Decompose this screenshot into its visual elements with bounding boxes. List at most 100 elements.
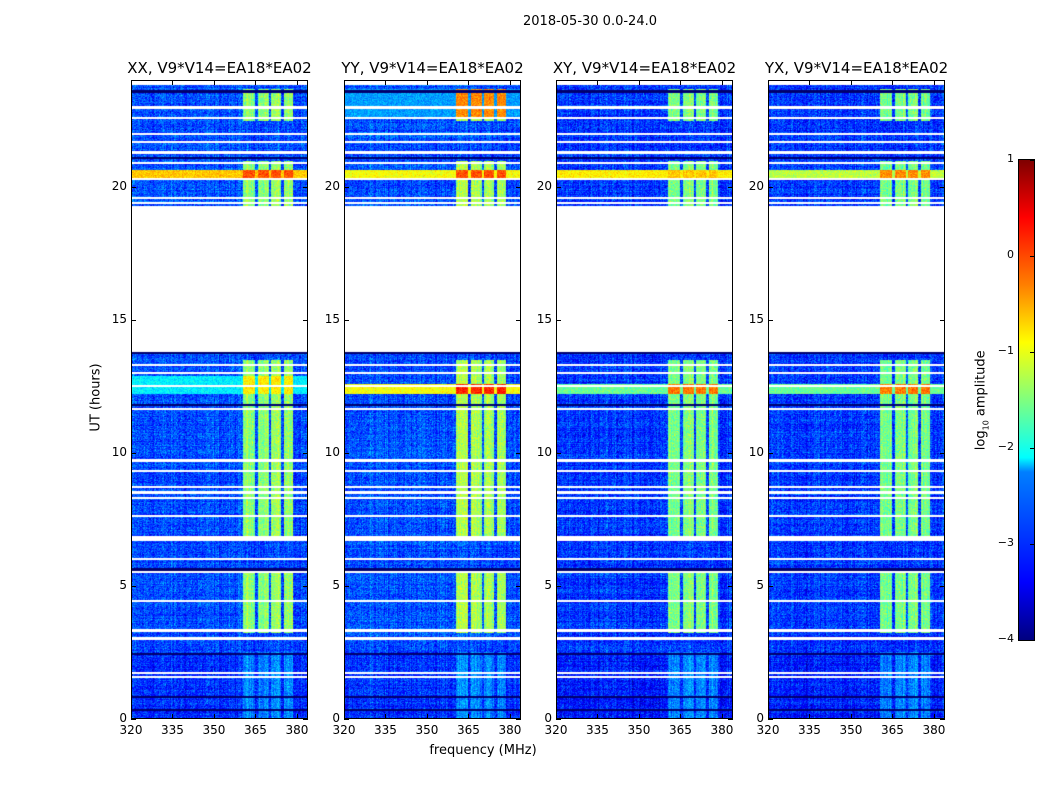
y-tick-mark-right bbox=[940, 452, 945, 454]
x-tick-mark-top bbox=[385, 80, 387, 85]
x-tick-mark bbox=[344, 714, 345, 719]
panel-title: XX, V9*V14=EA18*EA02 bbox=[127, 59, 312, 77]
y-tick-label: 5 bbox=[119, 577, 127, 592]
x-tick-label: 320 bbox=[119, 723, 143, 737]
y-tick-label: 20 bbox=[111, 178, 127, 193]
y-tick-mark-right bbox=[728, 319, 733, 321]
y-tick-mark bbox=[556, 186, 561, 188]
colorbar-tick-label: −4 bbox=[997, 632, 1014, 645]
y-tick-label: 10 bbox=[536, 444, 552, 459]
x-tick-label: 320 bbox=[332, 723, 356, 737]
y-tick-label: 15 bbox=[324, 311, 340, 326]
colorbar-label-sub: 10 bbox=[981, 420, 991, 431]
y-tick-mark bbox=[131, 719, 136, 720]
heatmap-image bbox=[769, 81, 944, 718]
x-tick-label: 350 bbox=[415, 723, 439, 737]
x-tick-label: 365 bbox=[669, 723, 692, 737]
y-tick-mark-right bbox=[940, 186, 945, 188]
y-tick-label: 20 bbox=[324, 178, 340, 193]
x-axis-label: frequency (MHz) bbox=[429, 743, 537, 758]
y-tick-label: 0 bbox=[332, 711, 340, 725]
colorbar-tick-label: −1 bbox=[997, 344, 1014, 357]
x-tick-label: 380 bbox=[498, 723, 522, 737]
y-tick-label: 10 bbox=[324, 444, 340, 459]
x-tick-label: 365 bbox=[457, 723, 480, 737]
panel-title: XY, V9*V14=EA18*EA02 bbox=[552, 59, 737, 77]
x-tick-label: 350 bbox=[627, 723, 651, 737]
x-tick-mark-top bbox=[255, 80, 257, 85]
y-tick-mark bbox=[556, 719, 561, 720]
x-tick-mark bbox=[892, 714, 894, 719]
heatmap-image bbox=[132, 81, 307, 718]
heatmap-image bbox=[345, 81, 520, 718]
x-tick-mark bbox=[296, 714, 298, 719]
x-tick-mark-top bbox=[426, 80, 428, 85]
x-tick-mark-top bbox=[721, 80, 723, 85]
colorbar-tick-mark bbox=[1030, 544, 1034, 545]
x-tick-mark-top bbox=[213, 80, 215, 85]
y-tick-label: 20 bbox=[748, 178, 764, 193]
y-tick-mark bbox=[131, 452, 136, 454]
x-tick-mark-top bbox=[296, 80, 298, 85]
y-tick-label: 15 bbox=[111, 311, 127, 326]
y-tick-mark bbox=[344, 719, 349, 720]
y-axis-label: UT (hours) bbox=[88, 363, 104, 432]
x-tick-mark bbox=[850, 714, 852, 719]
y-tick-mark-right bbox=[516, 585, 521, 587]
x-tick-mark-top bbox=[809, 80, 811, 85]
y-tick-mark bbox=[556, 319, 561, 321]
panel-title: YX, V9*V14=EA18*EA02 bbox=[764, 59, 949, 77]
x-tick-mark-top bbox=[556, 80, 557, 85]
y-tick-label: 15 bbox=[536, 311, 552, 326]
figure-title: 2018-05-30 0.0-24.0 bbox=[523, 14, 657, 29]
y-tick-mark-right bbox=[303, 186, 308, 188]
heatmap-panel-yy bbox=[344, 80, 521, 719]
x-tick-label: 335 bbox=[586, 723, 609, 737]
colorbar-tick-label: −3 bbox=[997, 536, 1014, 549]
x-tick-mark-top bbox=[468, 80, 470, 85]
y-tick-label: 5 bbox=[332, 577, 340, 592]
y-tick-label: 5 bbox=[544, 577, 552, 592]
y-tick-mark-right bbox=[303, 719, 308, 720]
heatmap-panel-yx bbox=[768, 80, 945, 719]
y-tick-mark-right bbox=[303, 585, 308, 587]
x-tick-mark-top bbox=[933, 80, 935, 85]
x-tick-mark bbox=[638, 714, 640, 719]
x-tick-mark-top bbox=[892, 80, 894, 85]
x-tick-mark bbox=[255, 714, 257, 719]
colorbar-tick-mark bbox=[1030, 640, 1034, 641]
y-tick-mark bbox=[131, 319, 136, 321]
y-tick-mark bbox=[344, 452, 349, 454]
x-tick-mark bbox=[768, 714, 769, 719]
x-tick-label: 335 bbox=[374, 723, 397, 737]
y-tick-mark bbox=[768, 452, 773, 454]
y-tick-label: 10 bbox=[748, 444, 764, 459]
y-tick-mark bbox=[768, 585, 773, 587]
y-tick-mark bbox=[131, 585, 136, 587]
x-tick-mark-top bbox=[172, 80, 174, 85]
colorbar-tick-label: 1 bbox=[1007, 152, 1014, 165]
y-tick-mark bbox=[556, 452, 561, 454]
y-tick-mark-right bbox=[303, 452, 308, 454]
y-tick-mark bbox=[131, 186, 136, 188]
colorbar bbox=[1018, 159, 1035, 641]
x-tick-mark-top bbox=[638, 80, 640, 85]
x-tick-mark bbox=[172, 714, 174, 719]
heatmap-image bbox=[557, 81, 732, 718]
x-tick-label: 320 bbox=[756, 723, 780, 737]
x-tick-mark bbox=[468, 714, 470, 719]
x-tick-mark bbox=[933, 714, 935, 719]
x-tick-mark-top bbox=[509, 80, 511, 85]
x-tick-label: 350 bbox=[839, 723, 863, 737]
x-tick-mark bbox=[721, 714, 723, 719]
y-tick-label: 5 bbox=[756, 577, 764, 592]
x-tick-label: 365 bbox=[881, 723, 904, 737]
x-tick-mark bbox=[809, 714, 811, 719]
y-tick-mark-right bbox=[516, 452, 521, 454]
panel-title: YY, V9*V14=EA18*EA02 bbox=[341, 59, 524, 77]
y-tick-mark-right bbox=[516, 319, 521, 321]
x-tick-mark-top bbox=[680, 80, 682, 85]
x-tick-mark bbox=[556, 714, 557, 719]
x-tick-mark-top bbox=[131, 80, 132, 85]
colorbar-label-suffix: amplitude bbox=[973, 350, 989, 421]
